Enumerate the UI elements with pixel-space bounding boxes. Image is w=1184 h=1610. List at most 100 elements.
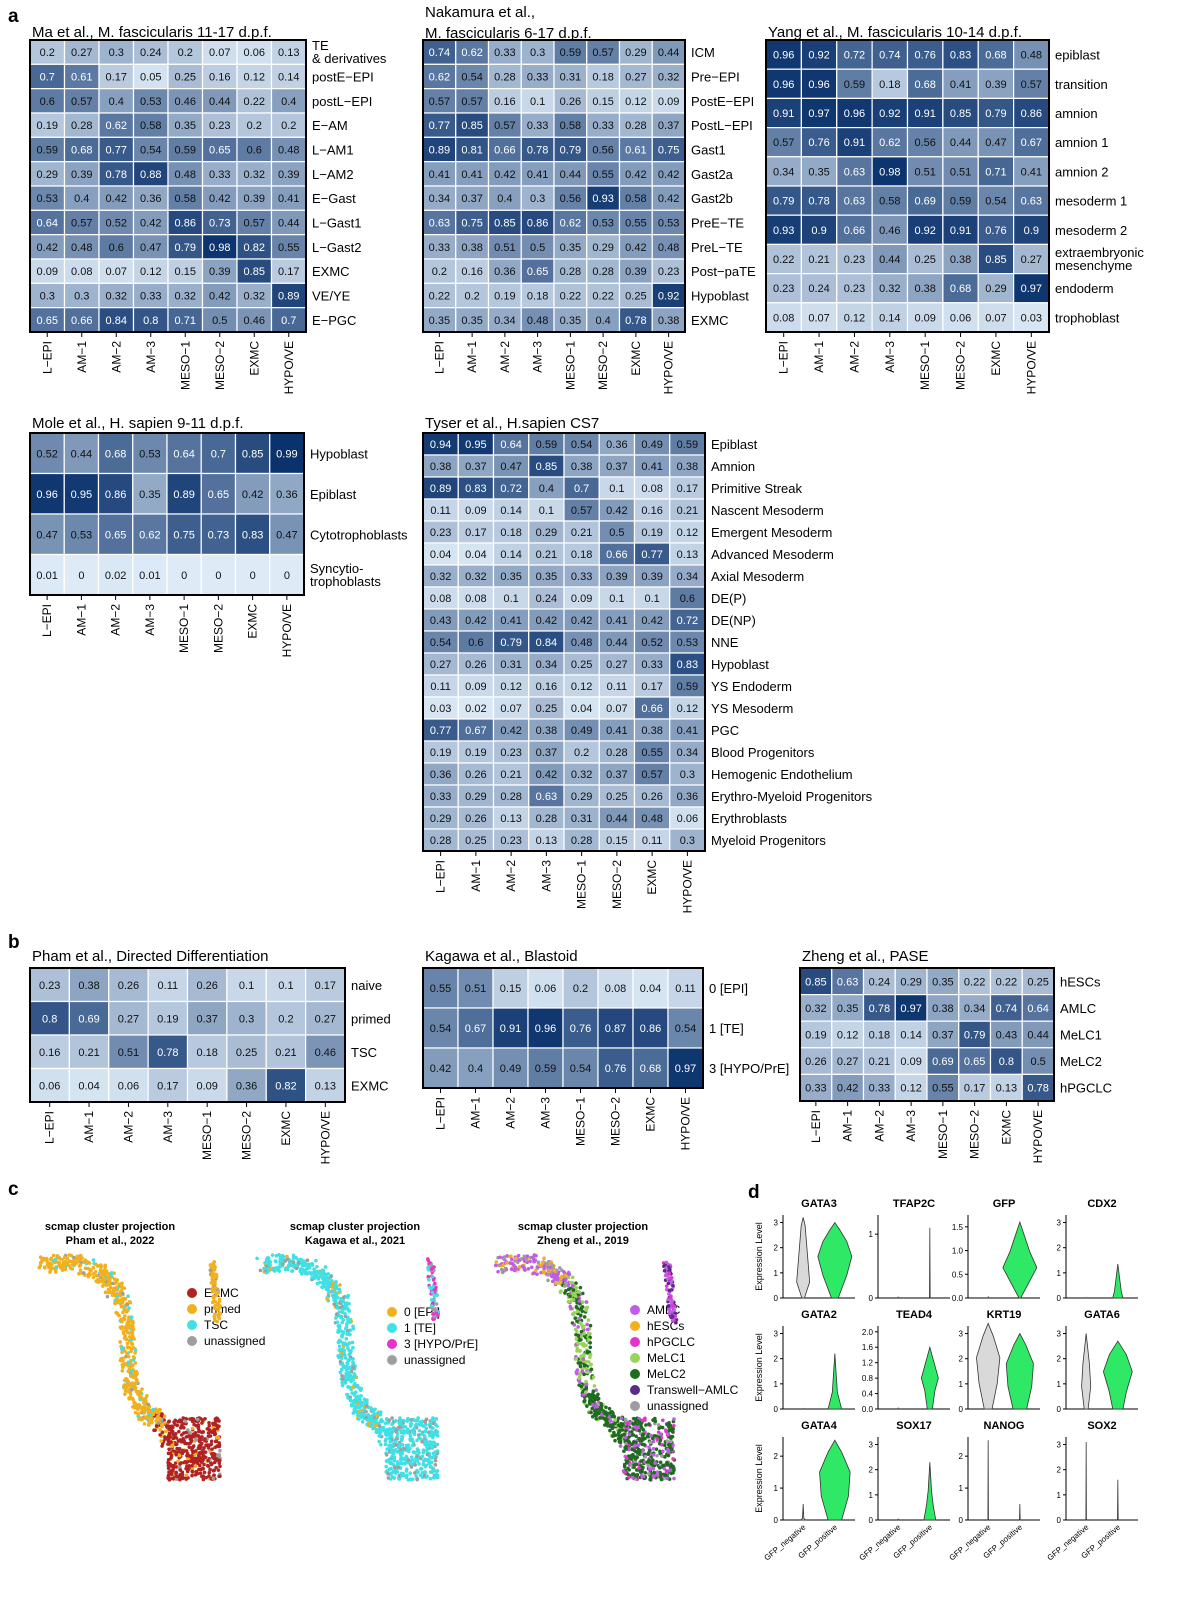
umap-point bbox=[158, 1416, 162, 1421]
umap-point bbox=[582, 1363, 587, 1368]
cell-value: 0.96 bbox=[773, 79, 794, 91]
y-tick-label: 2 bbox=[1057, 1244, 1062, 1253]
cell-value: 0.13 bbox=[996, 1083, 1017, 1095]
cell-value: 0.51 bbox=[950, 166, 971, 178]
row-label: Erythroblasts bbox=[711, 811, 787, 826]
x-tick-label: AM−1 bbox=[469, 860, 483, 892]
cell-value: 0.59 bbox=[950, 196, 971, 208]
umap-point bbox=[624, 1461, 629, 1465]
umap-point bbox=[502, 1256, 507, 1261]
cell-value: 0.06 bbox=[950, 312, 971, 324]
umap-point bbox=[634, 1434, 638, 1439]
umap-point bbox=[536, 1260, 541, 1264]
cell-value: 0.58 bbox=[140, 120, 161, 132]
umap-point bbox=[213, 1300, 218, 1304]
umap-point bbox=[395, 1470, 400, 1474]
umap-point bbox=[433, 1287, 438, 1291]
heatmap-cell bbox=[586, 112, 621, 138]
heatmap-cell bbox=[553, 112, 588, 138]
umap-point bbox=[194, 1438, 198, 1442]
umap-point bbox=[667, 1271, 671, 1276]
row-label: E−PGC bbox=[312, 313, 356, 328]
cell-value: 0.2 bbox=[40, 47, 55, 59]
heatmap-cell bbox=[166, 472, 202, 515]
umap-point bbox=[623, 1470, 627, 1475]
umap-point bbox=[624, 1428, 628, 1433]
umap-point bbox=[569, 1299, 573, 1303]
y-tick-label: 1 bbox=[1057, 1491, 1062, 1500]
x-tick-label: AM−3 bbox=[161, 1111, 175, 1143]
umap-point bbox=[509, 1267, 514, 1271]
umap-point bbox=[200, 1421, 204, 1425]
umap-point bbox=[322, 1274, 327, 1279]
cell-value: 0.56 bbox=[914, 137, 935, 149]
cell-value: 0.22 bbox=[996, 976, 1017, 988]
umap-point bbox=[213, 1272, 217, 1277]
cell-value: 0.29 bbox=[465, 791, 486, 803]
panel-label: d bbox=[748, 1182, 760, 1203]
cell-value: 0.18 bbox=[571, 549, 592, 561]
row-label: extraembryonic mesenchyme bbox=[1055, 245, 1144, 273]
cell-value: 0.35 bbox=[560, 315, 581, 327]
x-tick-label: AM−2 bbox=[498, 341, 512, 373]
umap-point bbox=[386, 1472, 390, 1476]
umap-point bbox=[546, 1278, 550, 1283]
cell-value: 0.42 bbox=[242, 489, 263, 501]
umap-point bbox=[652, 1475, 656, 1479]
cell-value: 0.78 bbox=[869, 1003, 890, 1015]
umap-point bbox=[379, 1442, 383, 1447]
cell-value: 0.36 bbox=[236, 1080, 257, 1092]
umap-point bbox=[188, 1430, 192, 1435]
cell-value: 0.18 bbox=[527, 291, 548, 303]
cell-value: 0.25 bbox=[571, 659, 592, 671]
umap-point bbox=[632, 1416, 636, 1421]
umap-point bbox=[435, 1430, 440, 1434]
heatmap-cell bbox=[97, 472, 134, 515]
cell-value: 0.79 bbox=[773, 196, 794, 208]
heatmap-cell bbox=[1021, 1020, 1055, 1049]
umap-point bbox=[622, 1449, 626, 1453]
row-label: transition bbox=[1055, 77, 1108, 92]
violin-positive bbox=[1005, 1332, 1034, 1410]
umap-point bbox=[592, 1384, 597, 1388]
umap-point bbox=[578, 1320, 583, 1325]
umap-point bbox=[417, 1462, 421, 1466]
umap-point bbox=[171, 1432, 176, 1437]
umap-point bbox=[530, 1265, 534, 1270]
cell-value: 0.06 bbox=[677, 813, 698, 825]
umap-point bbox=[402, 1446, 407, 1451]
umap-point bbox=[181, 1475, 185, 1480]
violin-positive bbox=[817, 1221, 853, 1299]
umap-point bbox=[433, 1281, 437, 1286]
umap-point bbox=[648, 1448, 652, 1453]
cell-value: 0.14 bbox=[278, 72, 299, 84]
cell-value: 0.26 bbox=[196, 980, 217, 992]
umap-point bbox=[217, 1299, 222, 1304]
umap-point bbox=[426, 1258, 431, 1263]
cell-value: 0.48 bbox=[571, 637, 592, 649]
cell-value: 0.19 bbox=[37, 120, 58, 132]
umap-point bbox=[381, 1425, 386, 1430]
cell-value: 0.06 bbox=[39, 1080, 60, 1092]
umap-point bbox=[214, 1416, 219, 1420]
umap-point bbox=[639, 1459, 643, 1463]
heatmap-cell bbox=[906, 68, 944, 99]
umap-point bbox=[274, 1259, 278, 1264]
cell-value: 0.63 bbox=[837, 976, 858, 988]
x-tick-label: EXMC bbox=[644, 1097, 658, 1132]
cell-value: 0.46 bbox=[175, 96, 196, 108]
umap-point bbox=[174, 1470, 179, 1475]
legend-swatch bbox=[387, 1323, 397, 1333]
cell-value: 0.85 bbox=[950, 108, 971, 120]
cell-value: 0.06 bbox=[244, 47, 265, 59]
row-label: Syncytio-trophoblasts bbox=[310, 561, 381, 589]
cell-value: 0.52 bbox=[641, 637, 662, 649]
cell-value: 0.62 bbox=[461, 47, 482, 59]
umap-point bbox=[123, 1392, 127, 1396]
cell-value: 0.47 bbox=[140, 242, 161, 254]
x-tick-label: AM−3 bbox=[143, 604, 157, 636]
cell-value: 0.17 bbox=[677, 483, 698, 495]
umap-point bbox=[207, 1474, 211, 1478]
cell-value: 0.74 bbox=[429, 47, 450, 59]
umap-point bbox=[406, 1431, 410, 1435]
